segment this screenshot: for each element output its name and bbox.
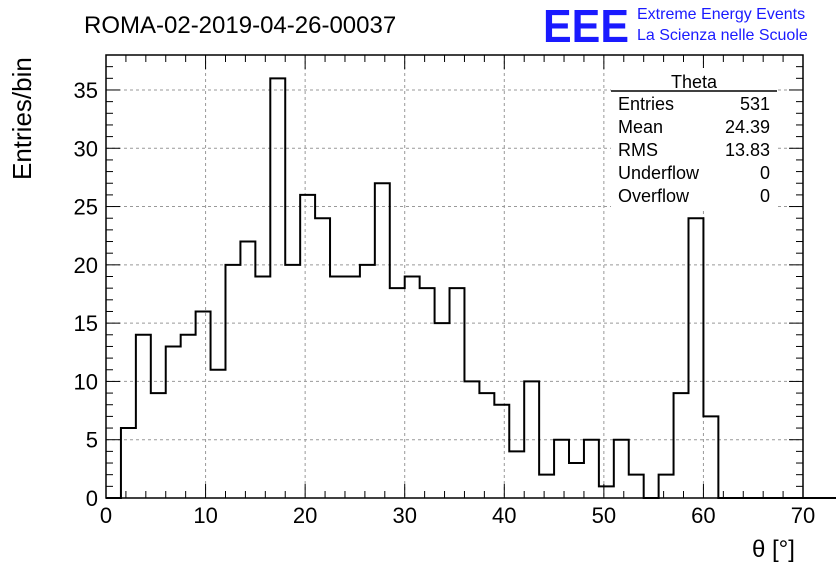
histogram-bin [315,218,330,498]
histogram-bin [703,416,718,498]
x-tick-label: 70 [791,503,815,528]
stats-row-value: 24.39 [725,117,770,137]
y-tick-label: 0 [86,486,98,511]
stats-row-value: 0 [760,186,770,206]
histogram-bin [300,195,315,498]
y-tick-label: 15 [74,311,98,336]
x-tick-label: 50 [592,503,616,528]
histogram-bin [599,486,614,498]
y-tick-labels: 0 5 10 15 20 25 30 35 [74,78,98,511]
x-tick-label: 40 [492,503,516,528]
chart-title: ROMA-02-2019-04-26-00037 [84,12,396,39]
plot-frame [105,54,804,499]
y-tick-label: 5 [86,428,98,453]
histogram-bin [166,346,181,498]
stats-row-label: Underflow [618,163,700,183]
y-tick-label: 35 [74,78,98,103]
histogram-bin [614,440,629,498]
histogram-bin [405,277,420,499]
histogram-bin [240,242,255,498]
histogram-bin [121,428,136,498]
stats-row-value: 0 [760,163,770,183]
histogram-bin [211,370,226,498]
histogram-bin [196,311,211,498]
logo-line-1: Extreme Energy Events [637,6,805,23]
stats-row-label: Overflow [618,186,690,206]
histogram-bin [509,451,524,498]
histogram-bin [435,323,450,498]
y-tick-label: 25 [74,195,98,220]
x-axis-label: θ [°] [752,536,795,563]
y-tick-label: 20 [74,253,98,278]
histogram-outline [106,77,836,499]
histogram-bin [151,393,166,498]
stats-row-value: 531 [740,94,770,114]
y-tick-label: 30 [74,136,98,161]
histogram-bin [554,440,569,498]
histogram-bin [255,277,270,499]
histogram-bin [539,475,554,498]
histogram-bin [375,183,390,498]
histogram-bin [569,463,584,498]
y-tick-label: 10 [74,369,98,394]
axis-ticks [105,54,804,499]
histogram-bin [450,288,465,498]
histogram-bin [659,475,674,498]
x-tick-label: 10 [193,503,217,528]
stats-box-title: Theta [671,72,718,92]
histogram-bin [330,277,345,499]
x-tick-labels: 0 10 20 30 40 50 60 70 [100,503,815,528]
histogram-bin [270,78,285,498]
histogram-bin [688,218,703,498]
histogram-bin [584,440,599,498]
histogram-bin [181,335,196,498]
stats-row-value: 13.83 [725,140,770,160]
histogram-bin [629,475,644,498]
eee-logo-mark: EEE [543,0,629,52]
histogram-bin [345,277,360,499]
x-tick-label: 20 [293,503,317,528]
histogram-bin [136,335,151,498]
x-tick-label: 30 [392,503,416,528]
stats-row-label: RMS [618,140,658,160]
stats-row-label: Entries [618,94,674,114]
histogram-bin [390,288,405,498]
grid-lines [106,55,803,498]
histogram-bin [420,288,435,498]
x-tick-label: 60 [691,503,715,528]
stats-box: Theta Entries 531 Mean 24.39 RMS 13.83 Underfl… [611,68,777,210]
stats-row-label: Mean [618,117,663,137]
histogram-bin [479,393,494,498]
histogram-bin [674,393,689,498]
histogram-bin [494,405,509,498]
x-tick-label: 0 [100,503,112,528]
y-axis-label: Entries/bin [7,57,37,180]
logo-line-2: La Scienza nelle Scuole [637,27,808,44]
eee-logo: EEE Extreme Energy Events La Scienza nel… [543,0,808,52]
